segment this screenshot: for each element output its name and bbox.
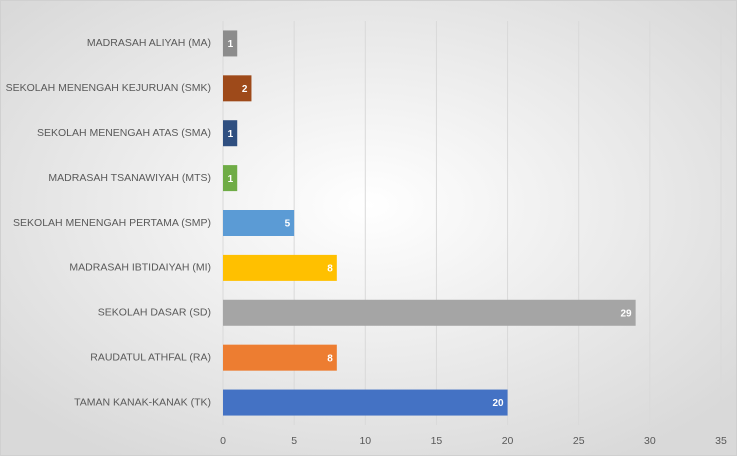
x-tick-label: 35 — [715, 435, 727, 447]
y-tick-label: MADRASAH TSANAWIYAH (MTS) — [48, 172, 211, 184]
bar — [223, 210, 295, 236]
bar — [223, 120, 238, 147]
y-tick-label: SEKOLAH MENENGAH PERTAMA (SMP) — [13, 217, 211, 229]
bar — [223, 165, 238, 192]
bar — [223, 389, 508, 416]
data-label: 1 — [228, 129, 234, 140]
data-label: 1 — [228, 174, 234, 185]
bar — [223, 299, 636, 326]
data-label: 8 — [327, 353, 333, 364]
data-label: 5 — [285, 219, 291, 230]
x-tick-label: 15 — [431, 435, 443, 447]
y-tick-label: SEKOLAH MENENGAH KEJURUAN (SMK) — [6, 82, 211, 94]
bar — [223, 254, 337, 281]
data-label: 2 — [242, 84, 248, 95]
data-label: 8 — [327, 264, 333, 275]
bar — [223, 75, 252, 102]
x-tick-label: 25 — [573, 435, 585, 447]
y-tick-label: RAUDATUL ATHFAL (RA) — [90, 351, 211, 363]
x-tick-label: 5 — [291, 435, 297, 447]
y-tick-label: SEKOLAH MENENGAH ATAS (SMA) — [37, 127, 211, 139]
x-tick-label: 10 — [359, 435, 371, 447]
y-tick-label: MADRASAH IBTIDAIYAH (MI) — [69, 262, 211, 274]
x-tick-label: 20 — [502, 435, 514, 447]
x-tick-label: 30 — [644, 435, 656, 447]
y-tick-label: SEKOLAH DASAR (SD) — [98, 307, 211, 319]
data-label: 20 — [492, 398, 504, 409]
y-tick-label: TAMAN KANAK-KANAK (TK) — [74, 396, 211, 408]
bar — [223, 30, 238, 57]
bar — [223, 344, 337, 371]
x-tick-label: 0 — [220, 435, 226, 447]
data-label: 1 — [228, 39, 234, 50]
y-tick-label: MADRASAH ALIYAH (MA) — [87, 37, 211, 49]
data-label: 29 — [621, 308, 633, 319]
